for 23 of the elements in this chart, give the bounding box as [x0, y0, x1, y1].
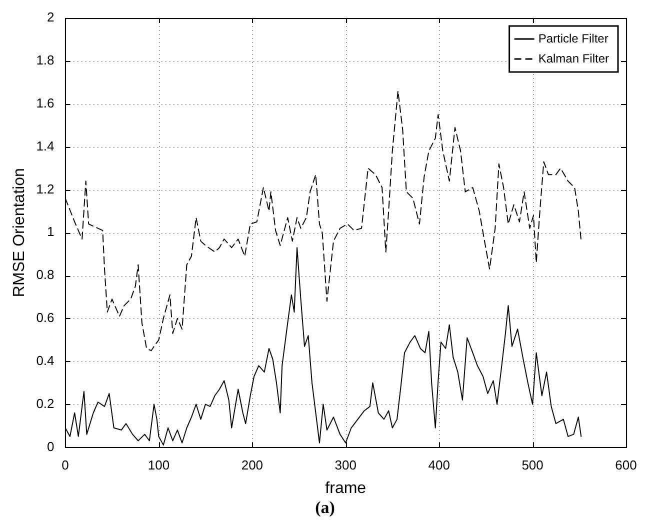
x-tick-label: 600	[615, 458, 637, 473]
y-tick-label: 1	[47, 224, 54, 240]
legend-label: Kalman Filter	[538, 51, 610, 66]
text: (a)	[314, 498, 336, 518]
y-tick-label: 0.2	[36, 396, 54, 411]
y-axis-title: RMSE Orientation	[11, 168, 28, 298]
legend-label: Particle Filter	[538, 31, 608, 46]
y-tick-label: 1.8	[36, 52, 54, 68]
y-tick-label: 2	[47, 10, 54, 25]
x-tick-label: 500	[522, 458, 544, 473]
x-tick-label: 100	[148, 458, 170, 473]
y-tick-label: 0.6	[36, 310, 54, 326]
y-tick-label: 0.8	[36, 267, 54, 282]
y-tick-label: 1.6	[36, 95, 54, 110]
x-tick-label: 400	[428, 458, 450, 473]
x-tick-label: 200	[241, 458, 264, 473]
x-axis-title: frame	[325, 480, 366, 497]
y-tick-label: 1.2	[36, 181, 54, 196]
y-tick-label: 0.4	[36, 352, 54, 368]
x-tick-label: 300	[334, 458, 356, 473]
y-tick-label: 1.4	[36, 138, 54, 154]
y-tick-label: 0	[47, 438, 54, 454]
x-tick-label: 0	[62, 458, 69, 473]
